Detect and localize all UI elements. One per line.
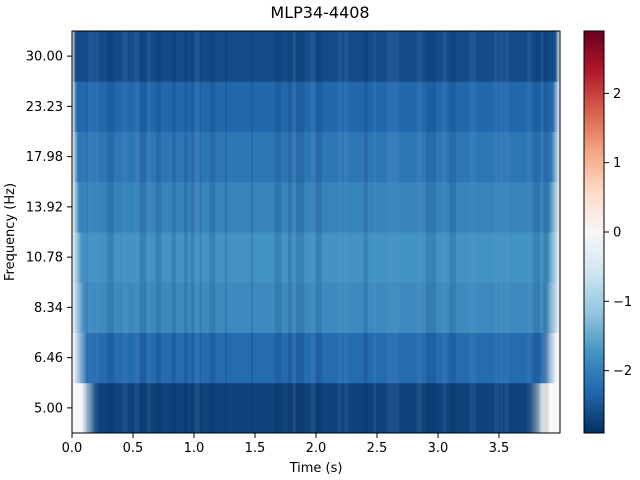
colorbar-tick-label: 2	[613, 87, 621, 102]
colorbar-tick-label: −1	[613, 295, 632, 310]
x-tick-label: 3.0	[428, 441, 449, 456]
texture-overlay	[87, 31, 549, 433]
spectrogram-band-13-92	[72, 181, 560, 233]
chart-title: MLP34-4408	[270, 3, 369, 22]
y-tick-label: 23.23	[26, 100, 63, 115]
y-tick-label: 8.34	[34, 301, 63, 316]
colorbar-gradient	[583, 30, 605, 434]
x-tick-label: 2.0	[306, 441, 327, 456]
y-tick-label: 13.92	[26, 200, 63, 215]
spectrogram-band-8-34	[72, 282, 560, 333]
colorbar-tick-label: −2	[613, 364, 632, 379]
y-axis-ticks: 5.00 6.46 8.34 10.78 13.92 17.98 23.23 30.00	[26, 50, 72, 416]
x-tick-label: 1.0	[184, 441, 205, 456]
y-tick-label: 10.78	[26, 251, 63, 266]
spectrogram-band-6-46	[72, 332, 560, 384]
y-axis-label: Frequency (Hz)	[3, 183, 18, 281]
colorbar: −2 −1 0 1 2	[583, 30, 632, 434]
x-tick-label: 3.5	[489, 441, 510, 456]
x-tick-label: 1.5	[245, 441, 266, 456]
x-tick-label: 0.0	[62, 441, 83, 456]
spectrogram-band-30-00	[72, 31, 560, 82]
spectrogram-band-23-23	[72, 81, 560, 132]
colorbar-tick-label: 0	[613, 226, 621, 241]
y-tick-label: 17.98	[26, 150, 63, 165]
y-tick-label: 5.00	[34, 401, 63, 416]
x-axis-label: Time (s)	[289, 461, 343, 476]
spectrogram-band-10-78	[72, 232, 560, 283]
colorbar-tick-label: 1	[613, 156, 621, 171]
x-tick-label: 2.5	[367, 441, 388, 456]
x-axis-ticks: 0.0 0.5 1.0 1.5 2.0 2.5 3.0 3.5	[62, 433, 510, 456]
spectrogram-band-17-98	[72, 131, 560, 183]
y-tick-label: 30.00	[26, 50, 63, 65]
spectrogram-band-5-00	[72, 382, 560, 434]
y-tick-label: 6.46	[34, 351, 63, 366]
spectrogram-plot	[72, 31, 560, 434]
x-tick-label: 0.5	[123, 441, 144, 456]
